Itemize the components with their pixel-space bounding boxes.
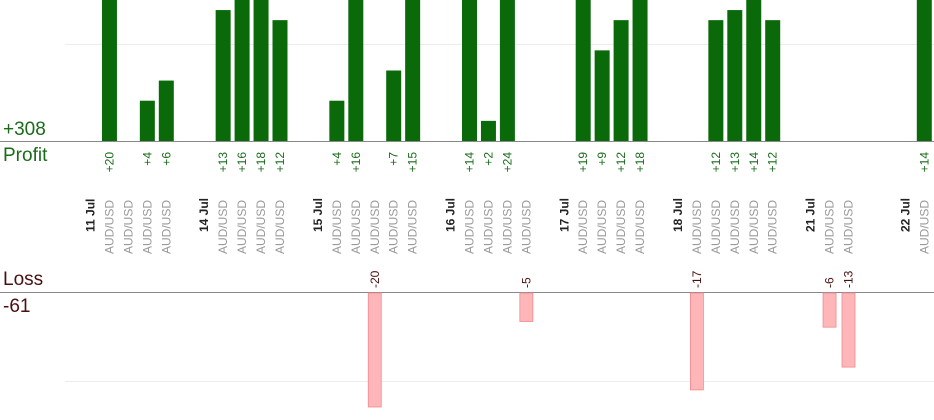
profit-bar — [234, 0, 250, 141]
profit-bar — [632, 0, 648, 141]
instrument-label: AUD/USD — [387, 200, 401, 254]
instrument-label: AUD/USD — [728, 200, 742, 254]
profit-bar — [480, 120, 496, 141]
profit-bar — [916, 0, 932, 141]
profit-value-label: +9 — [595, 152, 609, 166]
date-label: 22 Jul — [898, 198, 912, 232]
profit-value-label: +12 — [766, 152, 780, 173]
loss-bar — [690, 292, 704, 391]
instrument-label: AUD/USD — [709, 200, 723, 254]
profit-value-label: +14 — [917, 152, 931, 173]
instrument-label: AUD/USD — [235, 200, 249, 254]
profit-bar — [253, 0, 269, 141]
profit-value-label: +15 — [406, 152, 420, 173]
loss-label: Loss — [3, 269, 44, 290]
instrument-label: AUD/USD — [102, 200, 116, 254]
profit-value-label: +24 — [500, 152, 514, 173]
loss-bar — [822, 292, 837, 328]
instrument-label: AUD/USD — [121, 200, 135, 254]
profit-value-label: +18 — [633, 152, 647, 173]
profit-bar — [405, 0, 421, 141]
profit-value-label: +19 — [576, 152, 590, 173]
instrument-label: AUD/USD — [766, 200, 780, 254]
date-label: 15 Jul — [311, 198, 325, 232]
profit-bar — [613, 20, 629, 142]
instrument-label: AUD/USD — [368, 200, 382, 254]
profit-value-label: +12 — [709, 152, 723, 173]
profit-bar — [499, 0, 515, 141]
date-label: 11 Jul — [84, 199, 98, 232]
instrument-label: AUD/USD — [254, 200, 268, 254]
instrument-label: AUD/USD — [406, 200, 420, 254]
profit-value-label: +20 — [102, 152, 116, 173]
instrument-label: AUD/USD — [595, 200, 609, 254]
profit-value-label: +4 — [140, 152, 154, 166]
instrument-label: AUD/USD — [500, 200, 514, 254]
profit-bar — [765, 20, 781, 142]
loss-value-label: -6 — [823, 277, 837, 288]
profit-value-label: +12 — [614, 152, 628, 173]
loss-value-label: -20 — [368, 270, 382, 288]
instrument-label: AUD/USD — [747, 200, 761, 254]
instrument-label: AUD/USD — [349, 200, 363, 254]
profit-value-label: +12 — [273, 152, 287, 173]
profit-value-label: +18 — [254, 152, 268, 173]
instrument-label: AUD/USD — [159, 200, 173, 254]
date-label: 21 Jul — [804, 198, 818, 232]
loss-bar — [841, 292, 856, 368]
loss-value-label: -17 — [690, 270, 704, 288]
instrument-label: AUD/USD — [330, 200, 344, 254]
profit-value-label: +4 — [330, 152, 344, 166]
loss-bar — [367, 292, 382, 408]
instrument-label: AUD/USD — [273, 200, 287, 254]
profit-value-label: +14 — [463, 152, 477, 173]
profit-bar — [101, 0, 117, 141]
profit-value-label: +7 — [387, 152, 401, 166]
loss-total: -61 — [3, 296, 31, 317]
instrument-label: AUD/USD — [823, 200, 837, 254]
instrument-label: AUD/USD — [216, 200, 230, 254]
instrument-label: AUD/USD — [633, 200, 647, 254]
loss-value-label: -5 — [519, 277, 533, 288]
instrument-label: AUD/USD — [140, 200, 154, 254]
loss-bar — [519, 292, 534, 322]
profit-bar — [158, 80, 174, 141]
profit-bar — [348, 0, 364, 141]
profit-total: +308 — [3, 119, 46, 140]
profit-bar — [462, 0, 477, 141]
profit-bar — [386, 70, 402, 141]
profit-value-label: +13 — [728, 152, 742, 173]
profit-value-label: +14 — [747, 152, 761, 173]
instrument-label: AUD/USD — [576, 200, 590, 254]
profit-value-label: +2 — [481, 152, 495, 166]
instrument-label: AUD/USD — [614, 200, 628, 254]
profit-bar — [575, 0, 591, 141]
profit-bar — [329, 100, 345, 141]
profit-bar — [272, 20, 288, 142]
date-label: 17 Jul — [557, 198, 571, 232]
date-label: 18 Jul — [671, 198, 685, 232]
profit-bar — [708, 20, 724, 142]
loss-value-label: -13 — [842, 270, 856, 288]
profit-bar — [215, 10, 231, 142]
profit-value-label: +16 — [349, 152, 363, 173]
instrument-label: AUD/USD — [917, 200, 931, 254]
instrument-label: AUD/USD — [463, 200, 477, 254]
instrument-label: AUD/USD — [690, 200, 704, 254]
profit-bar — [594, 50, 610, 141]
profit-label: Profit — [3, 145, 48, 166]
profit-value-label: +6 — [159, 152, 173, 166]
profit-value-label: +13 — [216, 152, 230, 173]
date-label: 16 Jul — [444, 198, 458, 232]
instrument-label: AUD/USD — [519, 200, 533, 254]
instrument-label: AUD/USD — [481, 200, 495, 254]
date-label: 14 Jul — [197, 198, 211, 232]
profit-bar — [727, 10, 743, 142]
profit-bar — [746, 0, 762, 141]
instrument-label: AUD/USD — [842, 200, 856, 254]
profit-value-label: +16 — [235, 152, 249, 173]
profit-bar — [139, 100, 155, 141]
